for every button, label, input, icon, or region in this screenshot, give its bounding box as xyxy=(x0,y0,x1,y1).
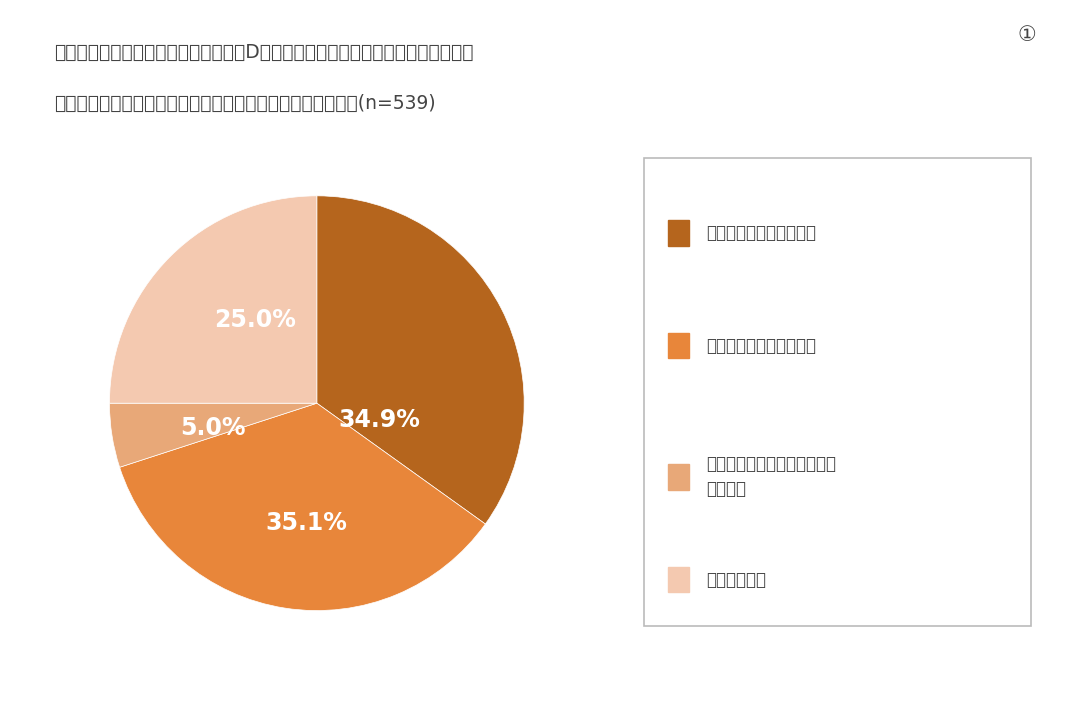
Text: 外出自簛などがきっかけで最
近知った: 外出自簛などがきっかけで最 近知った xyxy=(707,455,837,498)
Bar xyxy=(668,464,688,490)
Wedge shape xyxy=(317,196,524,524)
Bar xyxy=(668,567,688,593)
Bar xyxy=(668,220,688,246)
Text: 以前から少し知っていた: 以前から少し知っていた xyxy=(707,336,816,354)
Wedge shape xyxy=(110,403,317,467)
Bar xyxy=(668,333,688,359)
Text: 5.0%: 5.0% xyxy=(180,416,246,440)
Text: ①: ① xyxy=(1018,25,1036,45)
Text: られるビタミンだということをご存知ですか。》単一回答「(n=539): られるビタミンだということをご存知ですか。》単一回答「(n=539) xyxy=(54,94,435,112)
Text: 以前からよく知っていた: 以前からよく知っていた xyxy=(707,224,816,242)
Wedge shape xyxy=(110,196,317,403)
Text: あなたは骨の形成を助ける「ビタミンD」が、日光を浴びることによって体内で作: あなたは骨の形成を助ける「ビタミンD」が、日光を浴びることによって体内で作 xyxy=(54,43,474,62)
Wedge shape xyxy=(119,403,485,611)
Text: 35.1%: 35.1% xyxy=(265,511,347,536)
Text: 25.0%: 25.0% xyxy=(214,308,295,332)
Text: 34.9%: 34.9% xyxy=(338,408,420,432)
Text: 知らなかった: 知らなかった xyxy=(707,570,766,589)
